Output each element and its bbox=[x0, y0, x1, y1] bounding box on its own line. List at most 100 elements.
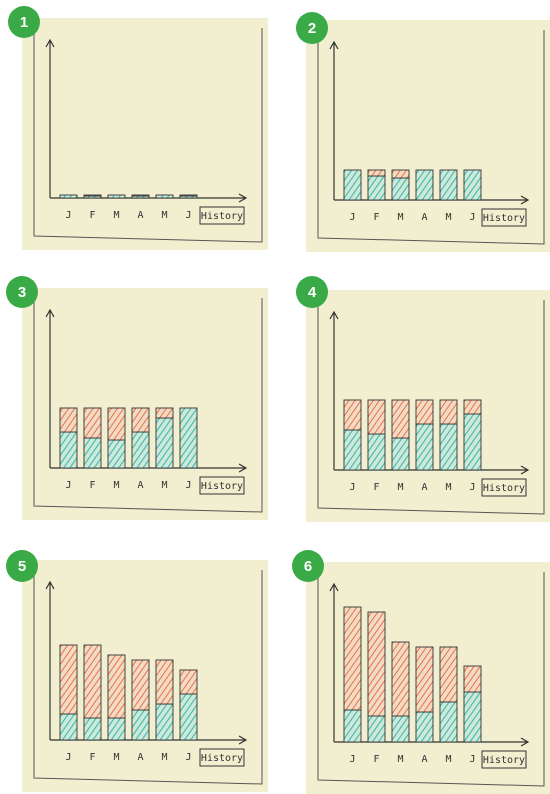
bar-red bbox=[344, 607, 361, 710]
bar-teal bbox=[108, 440, 125, 468]
month-label: M bbox=[397, 754, 403, 765]
bar-teal bbox=[132, 710, 149, 740]
month-label: J bbox=[65, 480, 71, 491]
bar-teal bbox=[84, 438, 101, 468]
history-button: History bbox=[483, 755, 525, 766]
month-label: J bbox=[65, 752, 71, 763]
bar-red bbox=[416, 400, 433, 424]
bar-red bbox=[84, 645, 101, 718]
month-label: J bbox=[185, 480, 191, 491]
bar-red bbox=[344, 400, 361, 430]
bar-teal bbox=[84, 718, 101, 740]
step-number: 1 bbox=[20, 14, 28, 31]
month-label: M bbox=[445, 482, 451, 493]
bar-red bbox=[416, 647, 433, 712]
month-label: A bbox=[137, 210, 143, 221]
bar-red bbox=[156, 408, 173, 418]
bar-red bbox=[368, 400, 385, 434]
bar-teal bbox=[180, 694, 197, 740]
month-label: F bbox=[373, 482, 379, 493]
bar-red bbox=[392, 400, 409, 438]
month-label: F bbox=[89, 480, 95, 491]
bar-red bbox=[156, 660, 173, 704]
bar-red bbox=[392, 642, 409, 716]
bar-teal bbox=[440, 170, 457, 200]
sketch-sequence: J F M A M J History 1 J F M A M J History 2 J F M A M J Histor… bbox=[0, 0, 550, 794]
sketch-panel: J F M A M J History 6 bbox=[292, 550, 550, 794]
month-label: J bbox=[349, 482, 355, 493]
month-label: M bbox=[445, 212, 451, 223]
step-number: 3 bbox=[18, 284, 26, 301]
bar-red bbox=[60, 645, 77, 714]
month-label: F bbox=[89, 210, 95, 221]
bar-red bbox=[368, 170, 385, 176]
month-label: M bbox=[397, 212, 403, 223]
bar-red bbox=[464, 400, 481, 414]
bar-teal bbox=[132, 432, 149, 468]
bar-red bbox=[368, 612, 385, 716]
month-label: J bbox=[349, 212, 355, 223]
bar-red bbox=[132, 195, 149, 196]
bar-red bbox=[132, 660, 149, 710]
bar-red bbox=[84, 195, 101, 196]
step-number: 6 bbox=[304, 558, 312, 575]
month-label: M bbox=[113, 210, 119, 221]
bar-red bbox=[440, 400, 457, 424]
step-number: 2 bbox=[308, 20, 316, 37]
month-label: J bbox=[469, 754, 475, 765]
bar-teal bbox=[416, 712, 433, 742]
history-button: History bbox=[483, 213, 525, 224]
sketch-panel: J F M A M J History 1 bbox=[8, 6, 268, 250]
history-button: History bbox=[201, 481, 243, 492]
bar-teal bbox=[392, 178, 409, 200]
month-label: A bbox=[421, 754, 427, 765]
bar-teal bbox=[156, 704, 173, 740]
month-label: J bbox=[469, 212, 475, 223]
bar-red bbox=[84, 408, 101, 438]
month-label: M bbox=[445, 754, 451, 765]
bar-red bbox=[392, 170, 409, 178]
month-label: F bbox=[373, 754, 379, 765]
month-label: J bbox=[349, 754, 355, 765]
bar-teal bbox=[392, 438, 409, 470]
bar-teal bbox=[60, 714, 77, 740]
month-label: J bbox=[185, 752, 191, 763]
month-label: A bbox=[421, 482, 427, 493]
bar-teal bbox=[344, 710, 361, 742]
month-label: M bbox=[397, 482, 403, 493]
month-label: J bbox=[469, 482, 475, 493]
bar-red bbox=[60, 408, 77, 432]
bar-teal bbox=[464, 414, 481, 470]
bar-teal bbox=[108, 718, 125, 740]
bar-teal bbox=[416, 170, 433, 200]
bar-teal bbox=[344, 430, 361, 470]
sketch-panel: J F M A M J History 4 bbox=[296, 276, 550, 522]
bar-red bbox=[132, 408, 149, 432]
bar-teal bbox=[440, 424, 457, 470]
step-number: 5 bbox=[18, 558, 26, 575]
month-label: A bbox=[137, 752, 143, 763]
month-label: M bbox=[161, 480, 167, 491]
history-button: History bbox=[483, 483, 525, 494]
month-label: M bbox=[161, 210, 167, 221]
bar-teal bbox=[344, 170, 361, 200]
history-button: History bbox=[201, 211, 243, 222]
bar-teal bbox=[156, 195, 173, 198]
bar-teal bbox=[368, 176, 385, 200]
bar-teal bbox=[464, 170, 481, 200]
month-label: J bbox=[65, 210, 71, 221]
month-label: A bbox=[421, 212, 427, 223]
bar-red bbox=[108, 655, 125, 718]
month-label: M bbox=[113, 752, 119, 763]
bar-teal bbox=[180, 408, 197, 468]
bar-teal bbox=[108, 195, 125, 198]
bar-red bbox=[180, 670, 197, 694]
bar-teal bbox=[464, 692, 481, 742]
bar-red bbox=[440, 647, 457, 702]
step-number: 4 bbox=[308, 284, 317, 301]
month-label: J bbox=[185, 210, 191, 221]
bar-teal bbox=[156, 418, 173, 468]
bar-teal bbox=[60, 195, 77, 198]
sketch-panel: JFMAMJHistory3 bbox=[6, 276, 268, 520]
